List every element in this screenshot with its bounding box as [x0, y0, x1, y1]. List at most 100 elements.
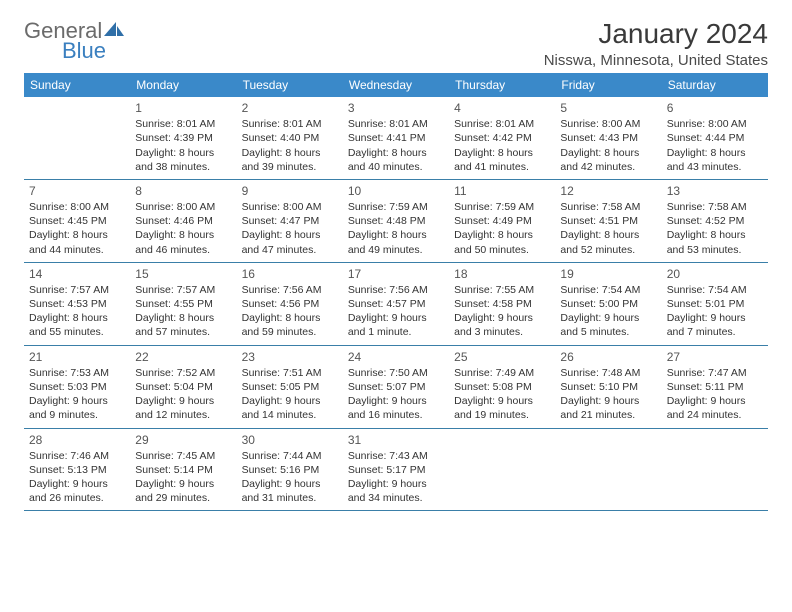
daylight-line: Daylight: 9 hours and 19 minutes. — [454, 394, 550, 422]
daylight-line: Daylight: 8 hours and 40 minutes. — [348, 146, 444, 174]
sunrise-line: Sunrise: 7:56 AM — [242, 283, 338, 297]
day-number: 31 — [348, 432, 444, 448]
daylight-line: Daylight: 9 hours and 16 minutes. — [348, 394, 444, 422]
day-number: 23 — [242, 349, 338, 365]
sunset-line: Sunset: 4:51 PM — [560, 214, 656, 228]
day-cell-7: 7Sunrise: 8:00 AMSunset: 4:45 PMDaylight… — [24, 180, 130, 263]
day-cell-20: 20Sunrise: 7:54 AMSunset: 5:01 PMDayligh… — [662, 263, 768, 346]
sunrise-line: Sunrise: 8:00 AM — [29, 200, 125, 214]
day-cell-1: 1Sunrise: 8:01 AMSunset: 4:39 PMDaylight… — [130, 97, 236, 180]
logo: General Blue — [24, 18, 134, 64]
logo-text-blue: Blue — [62, 38, 106, 64]
sunset-line: Sunset: 5:03 PM — [29, 380, 125, 394]
daylight-line: Daylight: 9 hours and 29 minutes. — [135, 477, 231, 505]
day-number: 22 — [135, 349, 231, 365]
sunrise-line: Sunrise: 8:00 AM — [560, 117, 656, 131]
sunrise-line: Sunrise: 8:00 AM — [667, 117, 763, 131]
daylight-line: Daylight: 9 hours and 5 minutes. — [560, 311, 656, 339]
daylight-line: Daylight: 8 hours and 47 minutes. — [242, 228, 338, 256]
empty-cell — [449, 429, 555, 512]
sunset-line: Sunset: 4:47 PM — [242, 214, 338, 228]
day-cell-14: 14Sunrise: 7:57 AMSunset: 4:53 PMDayligh… — [24, 263, 130, 346]
sunset-line: Sunset: 5:17 PM — [348, 463, 444, 477]
day-header-thursday: Thursday — [449, 73, 555, 97]
day-cell-25: 25Sunrise: 7:49 AMSunset: 5:08 PMDayligh… — [449, 346, 555, 429]
day-number: 25 — [454, 349, 550, 365]
day-number: 3 — [348, 100, 444, 116]
sunrise-line: Sunrise: 7:53 AM — [29, 366, 125, 380]
sunrise-line: Sunrise: 7:58 AM — [560, 200, 656, 214]
daylight-line: Daylight: 8 hours and 59 minutes. — [242, 311, 338, 339]
sunset-line: Sunset: 4:48 PM — [348, 214, 444, 228]
calendar-grid: SundayMondayTuesdayWednesdayThursdayFrid… — [24, 73, 768, 511]
page-header: General Blue January 2024 Nisswa, Minnes… — [24, 18, 768, 69]
sunset-line: Sunset: 5:01 PM — [667, 297, 763, 311]
day-header-saturday: Saturday — [662, 73, 768, 97]
day-cell-15: 15Sunrise: 7:57 AMSunset: 4:55 PMDayligh… — [130, 263, 236, 346]
daylight-line: Daylight: 8 hours and 42 minutes. — [560, 146, 656, 174]
day-cell-18: 18Sunrise: 7:55 AMSunset: 4:58 PMDayligh… — [449, 263, 555, 346]
day-number: 24 — [348, 349, 444, 365]
day-number: 1 — [135, 100, 231, 116]
daylight-line: Daylight: 9 hours and 7 minutes. — [667, 311, 763, 339]
day-cell-21: 21Sunrise: 7:53 AMSunset: 5:03 PMDayligh… — [24, 346, 130, 429]
sunrise-line: Sunrise: 7:46 AM — [29, 449, 125, 463]
sunrise-line: Sunrise: 7:54 AM — [560, 283, 656, 297]
sunrise-line: Sunrise: 7:48 AM — [560, 366, 656, 380]
sunset-line: Sunset: 4:55 PM — [135, 297, 231, 311]
sunrise-line: Sunrise: 7:58 AM — [667, 200, 763, 214]
day-number: 6 — [667, 100, 763, 116]
sunset-line: Sunset: 4:43 PM — [560, 131, 656, 145]
day-cell-3: 3Sunrise: 8:01 AMSunset: 4:41 PMDaylight… — [343, 97, 449, 180]
daylight-line: Daylight: 8 hours and 53 minutes. — [667, 228, 763, 256]
daylight-line: Daylight: 9 hours and 31 minutes. — [242, 477, 338, 505]
day-number: 30 — [242, 432, 338, 448]
sunset-line: Sunset: 4:46 PM — [135, 214, 231, 228]
day-cell-17: 17Sunrise: 7:56 AMSunset: 4:57 PMDayligh… — [343, 263, 449, 346]
month-title: January 2024 — [544, 18, 768, 50]
sunset-line: Sunset: 4:39 PM — [135, 131, 231, 145]
day-number: 7 — [29, 183, 125, 199]
sunrise-line: Sunrise: 7:44 AM — [242, 449, 338, 463]
day-header-sunday: Sunday — [24, 73, 130, 97]
sunset-line: Sunset: 4:44 PM — [667, 131, 763, 145]
daylight-line: Daylight: 8 hours and 52 minutes. — [560, 228, 656, 256]
daylight-line: Daylight: 9 hours and 12 minutes. — [135, 394, 231, 422]
sunset-line: Sunset: 4:49 PM — [454, 214, 550, 228]
sunset-line: Sunset: 4:53 PM — [29, 297, 125, 311]
day-header-friday: Friday — [555, 73, 661, 97]
day-number: 11 — [454, 183, 550, 199]
sunrise-line: Sunrise: 7:54 AM — [667, 283, 763, 297]
title-block: January 2024 Nisswa, Minnesota, United S… — [544, 18, 768, 69]
sunrise-line: Sunrise: 8:01 AM — [348, 117, 444, 131]
day-cell-30: 30Sunrise: 7:44 AMSunset: 5:16 PMDayligh… — [237, 429, 343, 512]
day-cell-5: 5Sunrise: 8:00 AMSunset: 4:43 PMDaylight… — [555, 97, 661, 180]
day-number: 14 — [29, 266, 125, 282]
day-number: 13 — [667, 183, 763, 199]
day-cell-26: 26Sunrise: 7:48 AMSunset: 5:10 PMDayligh… — [555, 346, 661, 429]
day-number: 29 — [135, 432, 231, 448]
sunrise-line: Sunrise: 7:50 AM — [348, 366, 444, 380]
day-cell-13: 13Sunrise: 7:58 AMSunset: 4:52 PMDayligh… — [662, 180, 768, 263]
day-cell-27: 27Sunrise: 7:47 AMSunset: 5:11 PMDayligh… — [662, 346, 768, 429]
sunset-line: Sunset: 5:05 PM — [242, 380, 338, 394]
sunset-line: Sunset: 4:40 PM — [242, 131, 338, 145]
day-number: 12 — [560, 183, 656, 199]
day-number: 18 — [454, 266, 550, 282]
day-number: 2 — [242, 100, 338, 116]
sunrise-line: Sunrise: 7:59 AM — [454, 200, 550, 214]
day-cell-10: 10Sunrise: 7:59 AMSunset: 4:48 PMDayligh… — [343, 180, 449, 263]
sunset-line: Sunset: 4:45 PM — [29, 214, 125, 228]
day-cell-22: 22Sunrise: 7:52 AMSunset: 5:04 PMDayligh… — [130, 346, 236, 429]
sunset-line: Sunset: 5:00 PM — [560, 297, 656, 311]
sunrise-line: Sunrise: 7:59 AM — [348, 200, 444, 214]
sunset-line: Sunset: 4:58 PM — [454, 297, 550, 311]
sunset-line: Sunset: 5:07 PM — [348, 380, 444, 394]
day-header-wednesday: Wednesday — [343, 73, 449, 97]
sunset-line: Sunset: 5:16 PM — [242, 463, 338, 477]
location: Nisswa, Minnesota, United States — [544, 52, 768, 69]
day-number: 28 — [29, 432, 125, 448]
empty-cell — [662, 429, 768, 512]
sunrise-line: Sunrise: 7:57 AM — [135, 283, 231, 297]
sunrise-line: Sunrise: 7:55 AM — [454, 283, 550, 297]
